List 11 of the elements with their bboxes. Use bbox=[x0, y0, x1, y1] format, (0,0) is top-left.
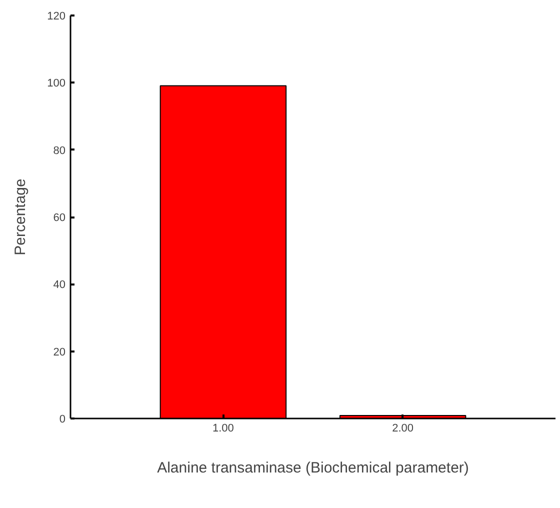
y-tick-label: 60 bbox=[53, 212, 66, 224]
y-axis-title: Percentage bbox=[12, 178, 30, 256]
y-tick-label: 120 bbox=[47, 10, 66, 22]
x-tick-label: 1.00 bbox=[212, 422, 234, 434]
y-tick-label: 100 bbox=[47, 78, 66, 90]
y-tick-label: 40 bbox=[53, 279, 66, 292]
y-tick-label: 20 bbox=[53, 346, 66, 358]
x-tick-label: 2.00 bbox=[392, 422, 414, 434]
x-axis-title: Alanine transaminase (Biochemical parameter) bbox=[157, 460, 469, 476]
y-tick-label: 0 bbox=[59, 414, 66, 426]
y-tick-label: 80 bbox=[53, 144, 66, 157]
